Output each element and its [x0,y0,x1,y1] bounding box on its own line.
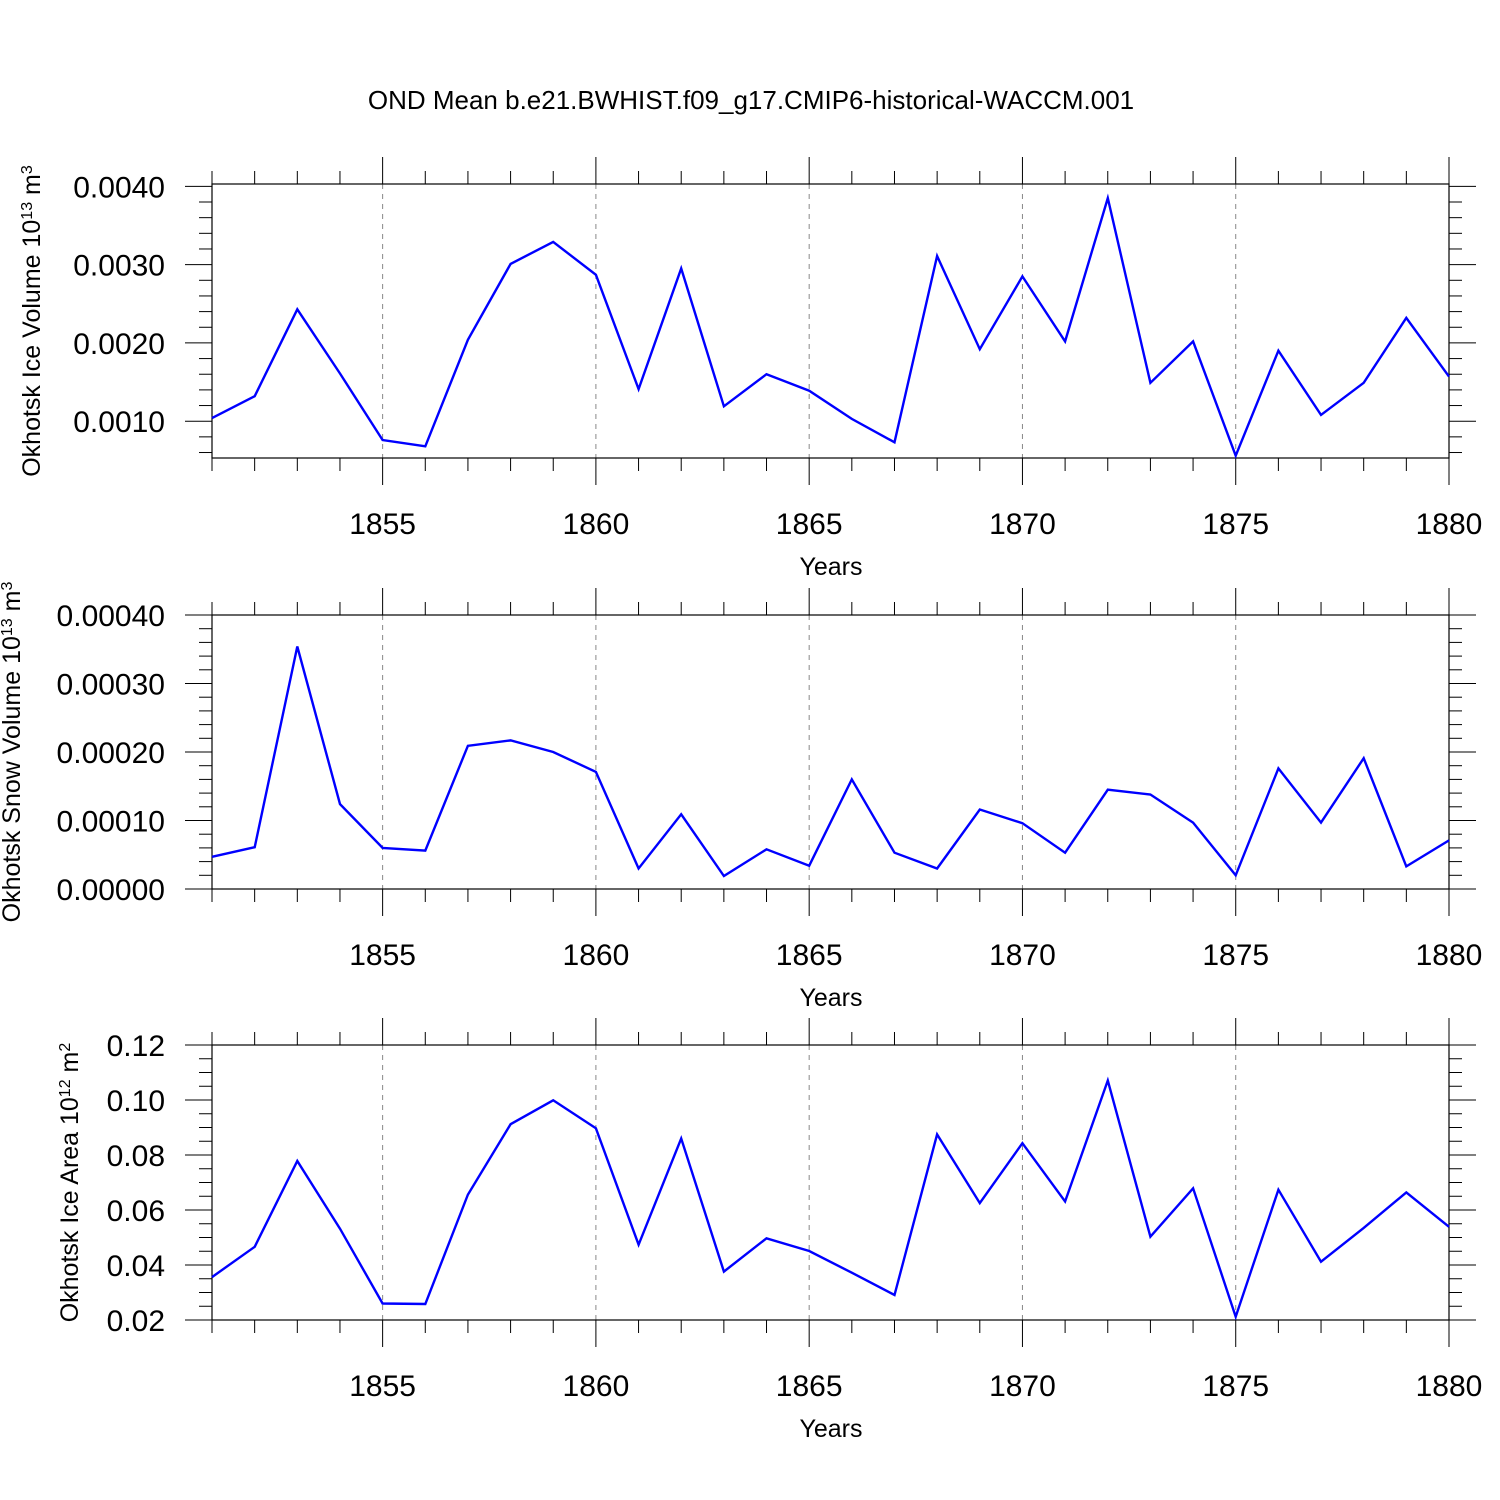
x-axis-label: Years [799,1415,862,1443]
y-tick-label: 0.0010 [73,406,165,439]
x-tick-label: 1875 [1202,508,1269,541]
x-tick-label: 1855 [349,939,416,972]
x-tick-label: 1860 [563,939,630,972]
x-tick-label: 1860 [563,508,630,541]
x-tick-label: 1860 [563,1370,630,1403]
y-tick-label: 0.04 [107,1250,165,1283]
x-tick-label: 1855 [349,1370,416,1403]
series-line [211,646,1450,878]
x-tick-label: 1870 [989,939,1056,972]
y-tick-label: 0.0020 [73,328,165,361]
y-tick-label: 0.00020 [57,737,165,770]
y-tick-label: 0.00010 [57,806,165,839]
plot-frame [211,183,1450,459]
plot-frame [211,614,1450,890]
x-tick-label: 1880 [1416,1370,1483,1403]
y-axis-label: Okhotsk Snow Volume 1013 m3 [0,582,26,923]
y-tick-label: 0.00030 [57,669,165,702]
plot-frame [211,1044,1450,1321]
y-axis-label: Okhotsk Ice Area 1012 m2 [56,1043,84,1323]
x-tick-label: 1875 [1202,1370,1269,1403]
y-tick-label: 0.00040 [57,600,165,633]
x-tick-label: 1870 [989,1370,1056,1403]
x-tick-label: 1880 [1416,508,1483,541]
x-tick-label: 1875 [1202,939,1269,972]
x-tick-label: 1855 [349,508,416,541]
x-tick-label: 1880 [1416,939,1483,972]
y-tick-label: 0.00000 [57,874,165,907]
series-line [211,1076,1450,1321]
y-tick-label: 0.10 [107,1085,165,1118]
y-tick-label: 0.0040 [73,171,165,204]
chart-panel-1: 0.0010 0.0020 0.0030 0.0040 1855 1860 1865 1870… [18,157,1482,581]
y-tick-label: 0.02 [107,1305,165,1338]
y-tick-label: 0.06 [107,1195,165,1228]
figure-title: OND Mean b.e21.BWHIST.f09_g17.CMIP6-hist… [368,85,1134,115]
x-tick-label: 1865 [776,508,843,541]
chart-panel-3: 0.02 0.04 0.06 0.08 0.10 0.12 1855 1860 1865 1870… [56,1018,1482,1443]
x-axis-label: Years [799,984,862,1012]
x-tick-label: 1865 [776,939,843,972]
chart-panel-2: 0.00000 0.00010 0.00020 0.00030 0.00040 1855 1… [0,582,1482,1012]
y-tick-label: 0.08 [107,1140,165,1173]
x-tick-label: 1865 [776,1370,843,1403]
x-tick-label: 1870 [989,508,1056,541]
y-tick-label: 0.12 [107,1030,165,1063]
y-tick-label: 0.0030 [73,250,165,283]
series-line [211,193,1450,460]
x-axis-label: Years [799,553,862,581]
y-axis-label: Okhotsk Ice Volume 1013 m3 [18,165,46,477]
